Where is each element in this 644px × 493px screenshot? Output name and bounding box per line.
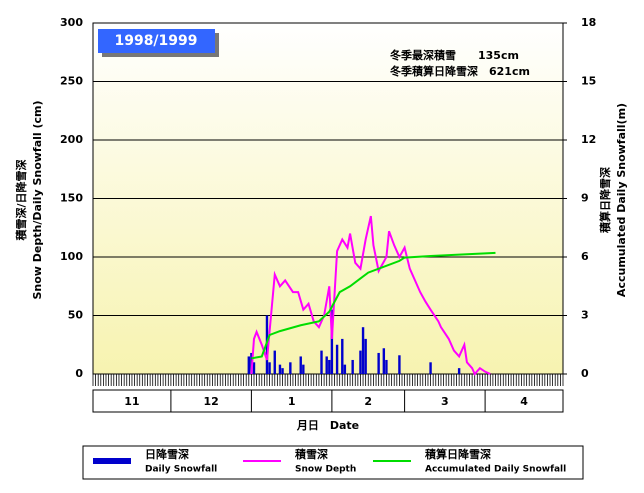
- bar: [268, 362, 271, 374]
- annotation: 冬季最深積雪 135cm: [390, 48, 519, 62]
- annotation: 冬季積算日降雪深 621cm: [390, 64, 530, 78]
- x-tick-label: 11: [124, 395, 139, 408]
- bar: [429, 362, 432, 374]
- legend-label: Accumulated Daily Snowfall: [425, 465, 566, 475]
- bar: [252, 362, 256, 374]
- y-tick-label: 150: [60, 192, 83, 205]
- y-tick-label: 300: [60, 16, 83, 29]
- bar: [281, 368, 284, 374]
- bar: [320, 350, 323, 374]
- y-axis-label: 積雪深/日降雪深: [14, 159, 28, 241]
- bar: [382, 348, 386, 374]
- y-tick-label: 0: [75, 367, 83, 380]
- legend-label: 積雪深: [294, 447, 328, 461]
- month-row: [92, 389, 564, 413]
- y-tick-label: 250: [60, 75, 83, 88]
- x-tick-label: 2: [364, 395, 372, 408]
- bar: [330, 309, 334, 374]
- bar: [364, 338, 367, 374]
- line: [250, 215, 491, 376]
- y2-tick-label: 18: [581, 16, 596, 29]
- legend-label: Daily Snowfall: [145, 465, 217, 475]
- x-tick-label: 4: [520, 395, 528, 408]
- x-tick-label: 1: [288, 395, 296, 408]
- bar: [335, 344, 339, 374]
- legend-label: Snow Depth: [295, 465, 356, 475]
- y-tick-label: 50: [68, 309, 84, 322]
- y2-axis-label: Accumulated Daily Snowfall(m): [615, 103, 628, 297]
- chart-title: 1998/1999: [114, 33, 197, 49]
- bar: [377, 352, 380, 374]
- y2-tick-label: 12: [581, 133, 596, 146]
- y-axis-label: Snow Depth/Daily Snowfall (cm): [31, 100, 44, 299]
- y2-tick-label: 15: [581, 75, 596, 88]
- bar: [361, 327, 365, 374]
- y2-tick-label: 0: [581, 367, 589, 380]
- y-tick-label: 200: [60, 133, 83, 146]
- title-box: [98, 29, 215, 53]
- bar: [273, 350, 276, 374]
- bar: [289, 362, 292, 374]
- legend: [82, 445, 584, 480]
- bar: [247, 356, 251, 374]
- bar: [278, 364, 282, 374]
- bar: [325, 356, 328, 374]
- y2-tick-label: 6: [581, 250, 589, 263]
- bar: [328, 359, 331, 374]
- bar: [302, 364, 305, 374]
- bar: [343, 364, 347, 374]
- legend-label: 日降雪深: [145, 447, 189, 461]
- x-axis-label: 月日 Date: [296, 419, 359, 432]
- bar: [457, 368, 461, 374]
- y-tick-label: 100: [60, 250, 83, 263]
- y2-tick-label: 3: [581, 309, 589, 322]
- y2-tick-label: 9: [581, 192, 589, 205]
- bar: [385, 359, 388, 374]
- legend-label: 積算日降雪深: [424, 447, 491, 461]
- x-tick-label: 12: [203, 395, 218, 408]
- x-tick-label: 3: [441, 395, 449, 408]
- bar: [398, 355, 401, 374]
- line: [251, 251, 496, 360]
- bar: [351, 359, 354, 374]
- bar: [299, 356, 302, 374]
- bar: [341, 338, 344, 374]
- y2-axis-label: 積算日降雪深: [598, 167, 612, 234]
- bar: [359, 350, 362, 374]
